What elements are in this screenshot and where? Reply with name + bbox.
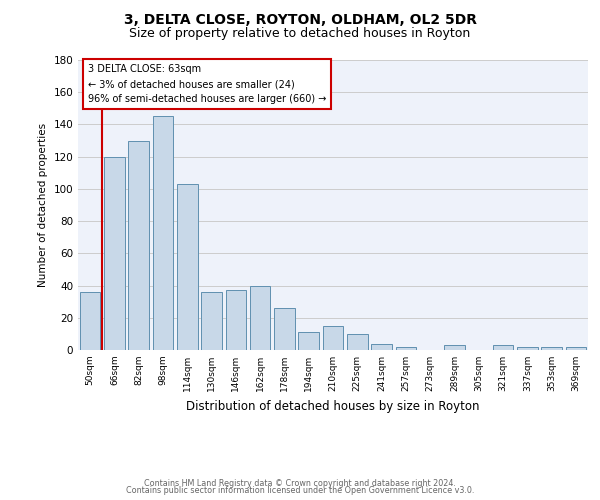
Bar — [541, 347, 562, 350]
Bar — [444, 345, 465, 350]
Bar — [493, 345, 514, 350]
Bar — [371, 344, 392, 350]
Bar — [517, 347, 538, 350]
Bar — [201, 292, 222, 350]
Text: Contains public sector information licensed under the Open Government Licence v3: Contains public sector information licen… — [126, 486, 474, 495]
Bar — [152, 116, 173, 350]
Bar — [298, 332, 319, 350]
Bar — [274, 308, 295, 350]
Bar — [177, 184, 197, 350]
Bar — [323, 326, 343, 350]
Bar — [128, 140, 149, 350]
Bar — [347, 334, 368, 350]
Bar — [104, 156, 125, 350]
Bar — [80, 292, 100, 350]
Bar — [226, 290, 246, 350]
Bar — [566, 347, 586, 350]
Bar — [250, 286, 271, 350]
Text: 3 DELTA CLOSE: 63sqm
← 3% of detached houses are smaller (24)
96% of semi-detach: 3 DELTA CLOSE: 63sqm ← 3% of detached ho… — [88, 64, 326, 104]
X-axis label: Distribution of detached houses by size in Royton: Distribution of detached houses by size … — [186, 400, 480, 412]
Bar — [395, 347, 416, 350]
Text: Size of property relative to detached houses in Royton: Size of property relative to detached ho… — [130, 28, 470, 40]
Text: 3, DELTA CLOSE, ROYTON, OLDHAM, OL2 5DR: 3, DELTA CLOSE, ROYTON, OLDHAM, OL2 5DR — [124, 12, 476, 26]
Y-axis label: Number of detached properties: Number of detached properties — [38, 123, 48, 287]
Text: Contains HM Land Registry data © Crown copyright and database right 2024.: Contains HM Land Registry data © Crown c… — [144, 478, 456, 488]
